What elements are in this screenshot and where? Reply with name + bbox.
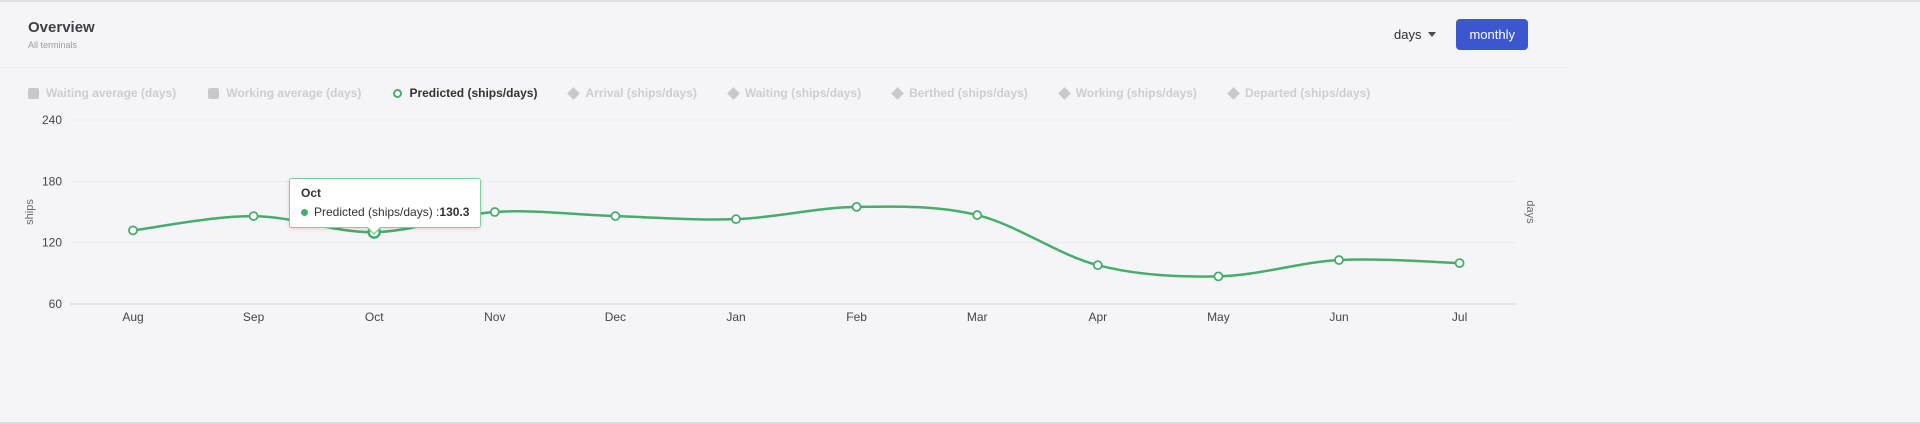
overview-panel: Overview All terminals days monthly Wait… (0, 2, 1568, 422)
diamond-marker-icon (567, 86, 581, 100)
legend-label: Waiting average (days) (46, 86, 177, 100)
header: Overview All terminals days monthly (0, 2, 1568, 68)
series-dot-icon (301, 208, 308, 216)
data-point-aug[interactable] (128, 225, 138, 236)
series-line (131, 205, 1461, 278)
monthly-button[interactable]: monthly (1456, 19, 1528, 50)
x-axis-tick-label: Jul (1452, 310, 1467, 324)
legend-label: Predicted (ships/days) (409, 86, 538, 100)
legend-label: Arrival (ships/days) (585, 86, 697, 100)
diamond-marker-icon (891, 86, 904, 100)
tooltip-series-label: Predicted (ships/days) : (314, 205, 440, 219)
legend-item-predicted-ships-days[interactable]: Predicted (ships/days) (393, 86, 537, 100)
data-point-nov[interactable] (489, 207, 500, 217)
data-point-jan[interactable] (731, 214, 741, 225)
square-marker-icon (28, 87, 39, 99)
x-axis-tick-label: Jan (726, 310, 745, 324)
diamond-marker-icon (1227, 86, 1240, 100)
interval-select-value: days (1394, 27, 1422, 42)
legend-item-working-average-days[interactable]: Working average (days) (208, 86, 361, 100)
tooltip-value: 130.3 (439, 205, 470, 219)
y-axis-tick-label: 180 (42, 174, 62, 188)
x-axis-tick-label: May (1207, 310, 1230, 324)
x-axis-tick-label: Oct (365, 310, 384, 324)
y-axis-tick-label: 60 (49, 297, 63, 311)
data-point-mar[interactable] (972, 210, 983, 220)
page-title: Overview (28, 19, 95, 36)
legend-item-departed-ships-days[interactable]: Departed (ships/days) (1227, 86, 1371, 100)
x-axis-tick-label: Mar (967, 310, 988, 324)
x-axis-tick-label: Sep (243, 310, 265, 324)
legend-label: Departed (ships/days) (1244, 86, 1371, 100)
y-axis-title-left: ships (24, 199, 36, 225)
tooltip-row: Predicted (ships/days) : 130.3 (301, 205, 469, 219)
x-axis-tick-label: Nov (484, 310, 505, 324)
data-point-dec[interactable] (610, 211, 621, 221)
square-marker-icon (208, 87, 220, 99)
y-axis-title-right: days (1524, 200, 1536, 224)
data-point-may[interactable] (1213, 271, 1224, 282)
legend-label: Berthed (ships/days) (909, 86, 1028, 100)
legend-item-waiting-ships-days[interactable]: Waiting (ships/days) (726, 86, 862, 100)
legend-label: Working average (days) (226, 86, 362, 100)
data-point-apr[interactable] (1092, 260, 1103, 271)
x-axis-tick-label: Jun (1329, 310, 1348, 324)
collapse-button[interactable] (1544, 27, 1552, 43)
data-point-sep[interactable] (248, 211, 259, 221)
data-point-feb[interactable] (851, 201, 862, 212)
legend-item-arrival-ships-days[interactable]: Arrival (ships/days) (567, 86, 697, 100)
data-point-jul[interactable] (1454, 258, 1465, 269)
chart-canvas: 240 180 120 60 Aug Sep Oct Nov Dec Jan Feb Mar Apr Ma… (24, 113, 1536, 324)
y-axis-tick-label: 240 (42, 113, 62, 127)
diamond-marker-icon (726, 86, 740, 100)
header-controls: days monthly (1390, 19, 1552, 50)
legend-item-working-ships-days[interactable]: Working (ships/days) (1057, 86, 1197, 100)
circle-marker-icon (393, 88, 403, 98)
tooltip-title: Oct (301, 186, 322, 200)
chart-area: 240 180 120 60 Aug Sep Oct Nov Dec Jan Feb Mar Apr Ma… (0, 110, 1568, 360)
page-subtitle: All terminals (28, 40, 78, 50)
legend: Waiting average (days) Working average (d… (0, 68, 1568, 108)
data-point-jun[interactable] (1334, 255, 1344, 265)
x-axis-tick-label: Apr (1088, 310, 1107, 324)
legend-item-berthed-ships-days[interactable]: Berthed (ships/days) (891, 86, 1028, 100)
legend-label: Working (ships/days) (1075, 86, 1197, 100)
header-titles: Overview All terminals (28, 19, 95, 50)
chevron-down-icon (1428, 32, 1437, 37)
diamond-marker-icon (1057, 86, 1071, 100)
chart-tooltip: Oct Predicted (ships/days) : 130.3 (289, 178, 482, 235)
x-axis-tick-label: Feb (846, 310, 867, 324)
x-axis-tick-label: Dec (605, 310, 626, 324)
legend-label: Waiting (ships/days) (744, 86, 862, 100)
interval-select[interactable]: days (1390, 21, 1440, 48)
x-axis-tick-label: Aug (122, 310, 143, 324)
legend-item-waiting-average-days[interactable]: Waiting average (days) (28, 86, 176, 100)
y-axis-tick-label: 120 (42, 236, 62, 250)
